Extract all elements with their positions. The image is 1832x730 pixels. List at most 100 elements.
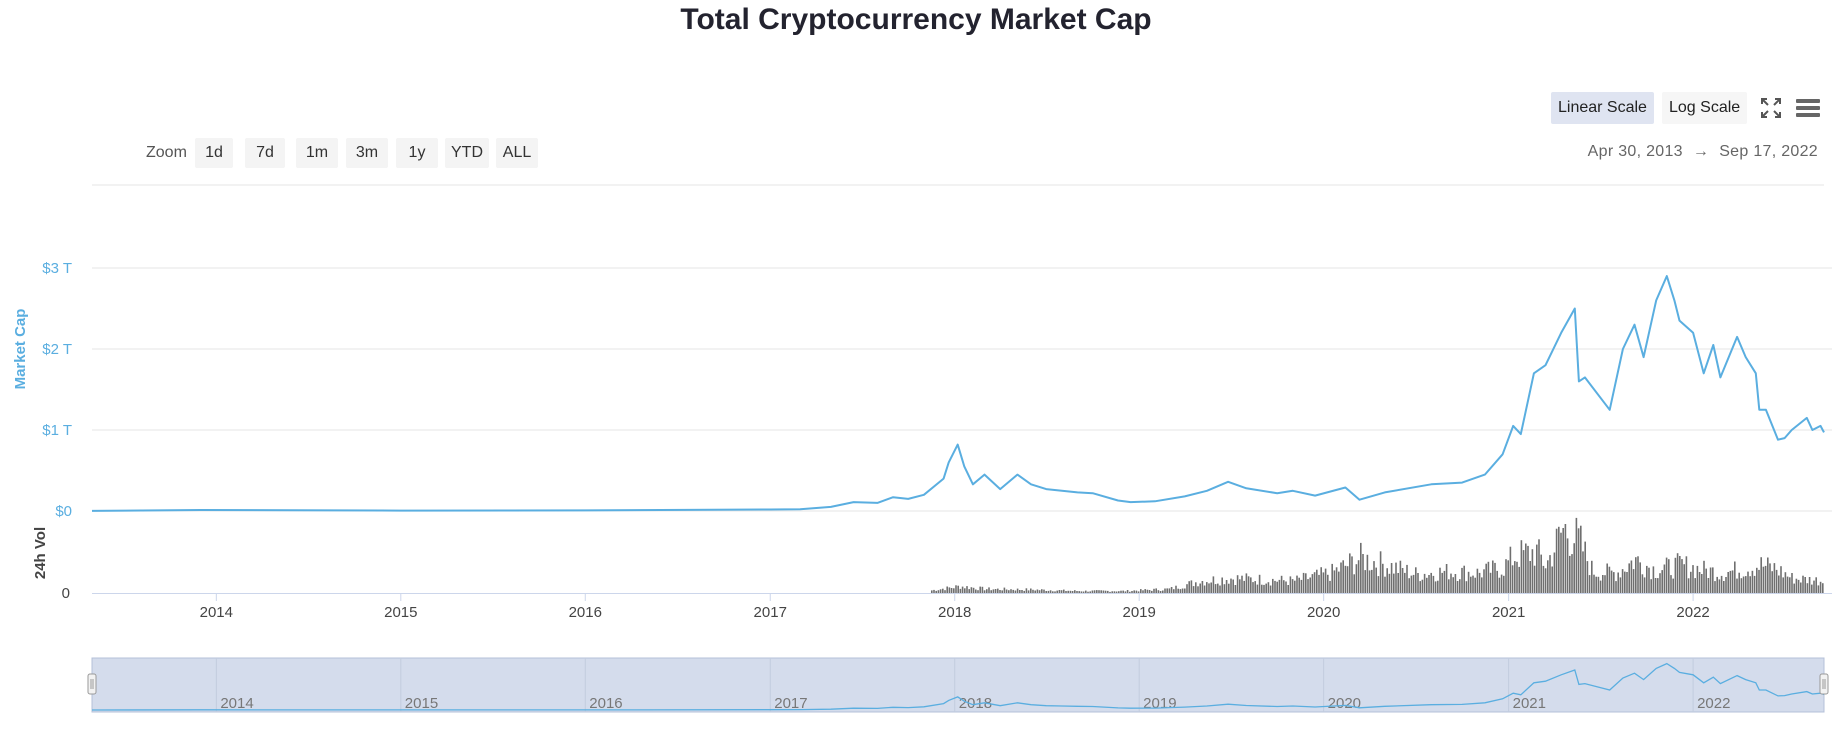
volume-bar bbox=[1428, 575, 1430, 593]
volume-bar bbox=[1573, 543, 1575, 593]
volume-bar bbox=[1225, 580, 1228, 593]
volume-bar bbox=[1483, 569, 1485, 593]
volume-bar bbox=[1628, 563, 1630, 593]
volume-bar bbox=[1382, 563, 1384, 593]
linear-scale-button[interactable]: Linear Scale bbox=[1551, 92, 1654, 124]
log-scale-button[interactable]: Log Scale bbox=[1662, 92, 1748, 124]
volume-bar bbox=[1797, 579, 1800, 593]
volume-bar bbox=[1318, 574, 1320, 593]
volume-bar bbox=[931, 590, 933, 593]
volume-bar bbox=[1245, 573, 1248, 593]
volume-bar bbox=[1518, 566, 1520, 593]
volume-bar bbox=[1467, 571, 1470, 593]
volume-bar bbox=[1388, 573, 1391, 593]
volume-bar bbox=[1808, 577, 1811, 593]
volume-bar bbox=[1049, 590, 1052, 593]
volume-bar bbox=[1234, 585, 1237, 593]
volume-bar bbox=[1375, 567, 1377, 593]
volume-bar bbox=[1052, 591, 1054, 593]
volume-bar bbox=[1371, 569, 1373, 593]
volume-bar bbox=[1065, 591, 1067, 593]
volume-bar bbox=[1157, 590, 1160, 593]
volume-bar bbox=[1032, 589, 1034, 593]
range-to[interactable]: Sep 17, 2022 bbox=[1719, 143, 1818, 160]
navigator-window bbox=[91, 657, 1825, 713]
volume-bar bbox=[1500, 574, 1503, 593]
volume-bar bbox=[1214, 584, 1217, 593]
volume-bar bbox=[935, 590, 937, 593]
volume-bar bbox=[1190, 580, 1193, 593]
volume-bar bbox=[1135, 590, 1138, 593]
volume-bar bbox=[1060, 590, 1063, 593]
volume-bar bbox=[1421, 579, 1424, 593]
zoom-7d-button[interactable]: 7d bbox=[245, 138, 285, 168]
hamburger-menu-icon[interactable] bbox=[1791, 92, 1823, 124]
volume-bar bbox=[1663, 564, 1666, 593]
volume-bar bbox=[1373, 561, 1375, 593]
volume-bar bbox=[1074, 590, 1076, 593]
volume-bar bbox=[1353, 574, 1355, 593]
volume-bar bbox=[1063, 589, 1065, 593]
volume-bar bbox=[1089, 591, 1091, 593]
volume-bar bbox=[1635, 557, 1637, 593]
volume-bar bbox=[1454, 574, 1457, 593]
volume-bar bbox=[1492, 560, 1494, 593]
zoom-1m-button[interactable]: 1m bbox=[296, 138, 338, 168]
volume-bar bbox=[1687, 578, 1690, 593]
volume-bar bbox=[1452, 577, 1454, 593]
fullscreen-icon[interactable] bbox=[1755, 92, 1787, 124]
volume-bar bbox=[1362, 554, 1364, 593]
range-arrow: → bbox=[1692, 143, 1710, 160]
volume-bar bbox=[1474, 577, 1476, 593]
volume-bar bbox=[1514, 561, 1516, 593]
volume-bar bbox=[1283, 580, 1285, 593]
volume-bar bbox=[1045, 591, 1047, 593]
volume-bar bbox=[933, 589, 935, 593]
zoom-all-button[interactable]: ALL bbox=[496, 138, 538, 168]
navigator[interactable]: 2014 2015 2016 2017 2018 2019 2020 2021 2022 bbox=[87, 657, 1829, 713]
volume-bar bbox=[1159, 591, 1162, 593]
zoom-label: Zoom bbox=[146, 144, 187, 161]
volume-bar bbox=[1621, 569, 1624, 593]
volume-bar bbox=[1043, 589, 1045, 593]
volume-bar bbox=[1756, 567, 1758, 593]
volume-bar bbox=[999, 590, 1001, 593]
x-tick-label: 2014 bbox=[200, 604, 233, 621]
volume-bar bbox=[1232, 579, 1234, 593]
volume-bar bbox=[1078, 591, 1080, 593]
zoom-ytd-button[interactable]: YTD bbox=[445, 138, 489, 168]
zoom-1d-button[interactable]: 1d bbox=[195, 138, 233, 168]
volume-bar bbox=[1267, 582, 1270, 593]
volume-bar bbox=[1626, 572, 1628, 593]
volume-bar bbox=[1782, 577, 1784, 593]
volume-bar bbox=[957, 585, 959, 593]
navigator-right-handle[interactable] bbox=[1819, 673, 1829, 695]
volume-bar bbox=[1786, 576, 1789, 593]
volume-bar bbox=[1115, 591, 1118, 593]
zoom-1y-button[interactable]: 1y bbox=[396, 138, 438, 168]
volume-bar bbox=[1597, 576, 1600, 593]
zoom-3m-button[interactable]: 3m bbox=[346, 138, 388, 168]
navigator-tick-label: 2015 bbox=[405, 695, 438, 712]
volume-bar bbox=[1076, 591, 1078, 593]
volume-bar bbox=[1652, 566, 1655, 593]
volume-bar bbox=[1637, 556, 1639, 593]
volume-bar bbox=[1485, 563, 1487, 593]
navigator-left-handle[interactable] bbox=[87, 673, 97, 695]
volume-bar bbox=[1091, 590, 1094, 593]
volume-bar bbox=[1386, 568, 1388, 593]
volume-bar bbox=[1344, 565, 1347, 593]
volume-bar bbox=[1126, 590, 1129, 593]
volume-bar bbox=[1322, 572, 1325, 593]
volume-bar bbox=[1419, 581, 1421, 593]
volume-bar bbox=[1639, 562, 1641, 593]
volume-bar bbox=[1129, 591, 1131, 593]
volume-bar bbox=[1410, 575, 1413, 593]
volume-bar bbox=[1269, 585, 1272, 593]
volume-bar bbox=[979, 586, 981, 593]
range-from[interactable]: Apr 30, 2013 bbox=[1587, 143, 1683, 160]
x-tick-label: 2019 bbox=[1122, 604, 1155, 621]
volume-bar bbox=[1734, 561, 1736, 593]
x-tick-label: 2015 bbox=[384, 604, 417, 621]
volume-bar bbox=[964, 588, 966, 593]
